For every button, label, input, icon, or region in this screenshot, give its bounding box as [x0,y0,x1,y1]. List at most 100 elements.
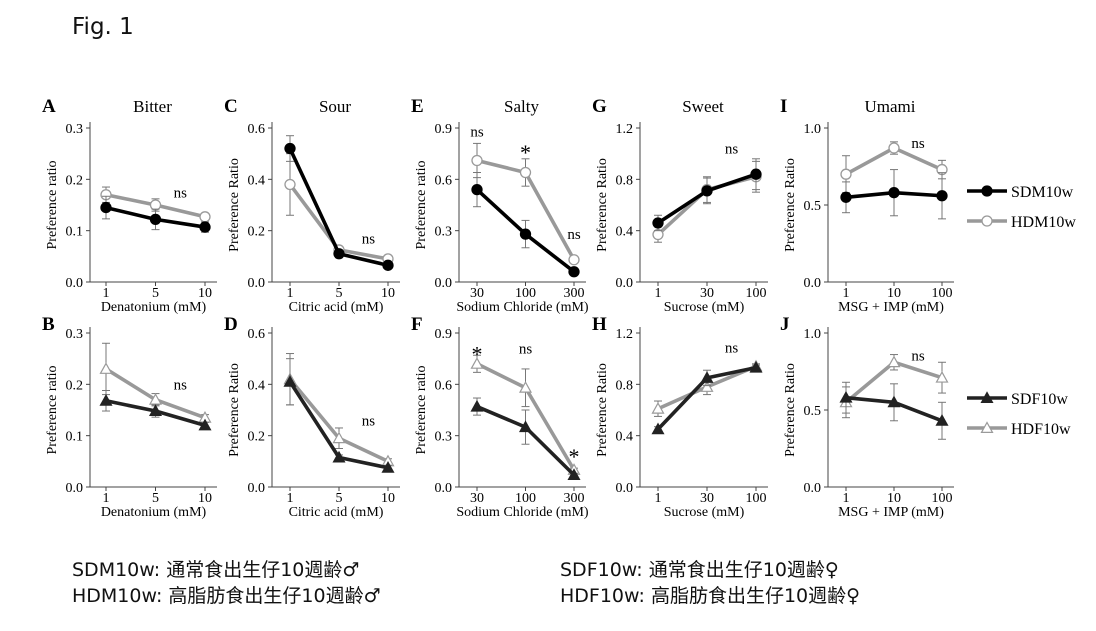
panel-i-sdm10w-point [888,187,900,199]
panel-i-letter: I [780,96,787,117]
panel-d-sdf10w-point [332,450,346,463]
panel-b-letter: B [42,314,55,335]
panel-f-y-tick-label: 0.0 [435,481,453,496]
panel-h-annotation: ns [725,340,739,356]
panel-e-hdm10w-point [519,166,532,179]
panel-h-y-label: Preference Ratio [595,363,610,457]
panel-a-y-tick-label: 0.0 [66,276,84,291]
legend-female-sdf10w-marker [980,391,994,403]
panel-i-y-tick-label: 0.5 [804,199,822,214]
panel-d-y-tick-label: 0.4 [248,378,266,393]
panel-j-y-tick-label: 0.0 [804,481,822,496]
panel-e-y-tick-label: 0.6 [435,173,453,188]
panel-c-y-tick-label: 0.4 [248,173,266,188]
panel-h-x-label: Sucrose (mM) [664,505,745,520]
panel-f-sdf10w-point [518,420,533,433]
caption-sdm: SDM10w: 通常食出生仔10週齢♂ [72,559,360,581]
panel-e-title: Salty [504,97,539,116]
panel-g-x-label: Sucrose (mM) [664,300,745,315]
panel-f-y-tick-label: 0.9 [435,327,453,342]
panel-f-y-tick-label: 0.6 [435,378,453,393]
panel-a-x-tick-label: 10 [198,286,212,301]
panel-j-hdf10w-point [887,355,901,368]
panel-h-hdf10w-point [700,380,714,392]
panel-i-y-tick-label: 1.0 [804,122,822,137]
panel-h-x-tick-label: 100 [746,491,767,506]
legend-male-hdm10w-label: HDM10w [1011,214,1076,231]
panel-i-x-label: MSG + IMP (mM) [838,300,944,315]
panel-c-x-label: Citric acid (mM) [289,300,384,315]
panel-e-x-tick-label: 100 [515,286,536,301]
panel-d-sdf10w-point [381,461,395,473]
panel-a-hdm10w-point [199,211,211,223]
panel-h-sdf10w-point [651,422,665,435]
panel-j-y-tick-label: 1.0 [804,327,822,342]
panel-i-hdm10w-point [840,168,852,180]
panel-g-y-tick-label: 0.4 [616,225,634,240]
panel-g-sdm10w-point [701,185,713,197]
legend-female-hdf10w-label: HDF10w [1011,421,1071,438]
panel-j-letter: J [780,314,790,335]
panel-f-letter: F [411,314,423,335]
panel-i-x-tick-label: 100 [932,286,953,301]
panel-d-sdf10w-point [283,375,297,387]
panel-a-x-tick-label: 5 [152,286,159,301]
panel-a-sdm10w-point [149,213,162,226]
panel-g-y-tick-label: 1.2 [616,122,634,137]
panel-d-x-tick-label: 10 [381,491,395,506]
panel-i-annotation: ns [911,136,925,152]
panel-a-y-label: Preference ratio [45,161,60,250]
panel-d-y-tick-label: 0.6 [248,327,266,342]
panel-f-x-tick-label: 300 [564,491,585,506]
panel-c-x-tick-label: 1 [287,286,294,301]
panel-a-annotation: ns [174,185,188,201]
legend-male-hdm10w-marker [981,215,993,227]
panel-i-sdm10w-point [840,191,852,203]
panel-a-sdm10w-point [100,201,112,214]
panel-b-annotation: ns [174,377,188,393]
figure-label: Fig. 1 [72,14,134,40]
panel-j-hdf10w-point [935,370,949,383]
panel-e-annotation: ns [470,125,484,141]
panel-g-x-tick-label: 1 [655,286,662,301]
panel-e-y-tick-label: 0.9 [435,122,453,137]
panel-g-x-tick-label: 30 [700,286,714,301]
panel-j-y-tick-label: 0.5 [804,404,822,419]
panel-f-x-label: Sodium Chloride (mM) [456,505,589,520]
panel-i-sdm10w-point [936,190,948,202]
panel-i-title: Umami [865,97,916,116]
panel-e-x-label: Sodium Chloride (mM) [456,300,589,315]
panel-d-letter: D [224,314,238,335]
panel-c-sdm10w-point [284,142,296,155]
panel-d-y-label: Preference Ratio [227,363,242,457]
panel-h-x-tick-label: 1 [655,491,662,506]
panel-d-hdf10w-point [332,431,346,444]
panel-a-sdm10w-point [199,221,211,233]
panel-i-x-tick-label: 10 [887,286,901,301]
panel-b-x-tick-label: 1 [103,491,110,506]
panel-b-y-tick-label: 0.1 [66,430,84,445]
panel-i-y-tick-label: 0.0 [804,276,822,291]
panel-g-sdm10w-point [652,217,664,229]
panel-e-sdm10w-point [519,228,532,240]
panel-c-sdm10w-point [333,248,345,260]
panel-a-y-tick-label: 0.2 [66,173,84,188]
panel-c-y-label: Preference Ratio [227,158,242,252]
panel-a-title: Bitter [133,97,172,116]
panel-f-hdf10w-point [470,357,484,369]
panel-a-y-tick-label: 0.1 [66,225,84,240]
panel-d-y-tick-label: 0.0 [248,481,266,496]
panel-c-y-tick-label: 0.6 [248,122,266,137]
panel-e-sdm10w-point [568,266,580,278]
panel-c-y-tick-label: 0.2 [248,225,266,240]
panel-g-y-label: Preference Ratio [595,158,610,252]
panel-j-sdf10w-point [935,414,949,426]
panel-f-sdf10w-point [567,468,581,481]
panel-f-annotation: * [472,342,483,367]
panel-i-hdm10w-point [888,142,900,154]
panel-f-y-label: Preference ratio [414,366,429,455]
panel-d-x-tick-label: 1 [287,491,294,506]
panel-b-hdf10w-point [148,392,163,405]
panel-b-y-label: Preference ratio [45,366,60,455]
